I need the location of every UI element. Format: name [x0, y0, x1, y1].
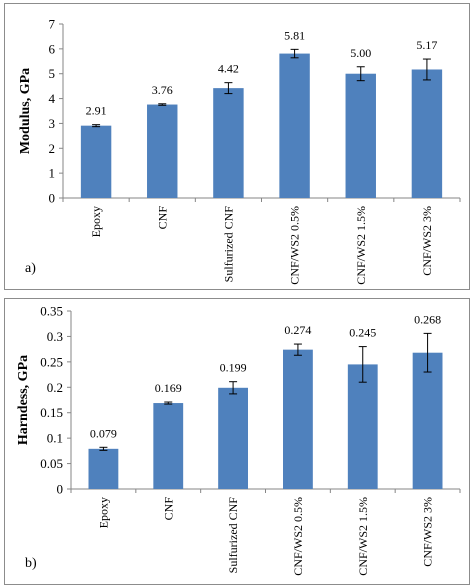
- panel-label: a): [25, 261, 36, 276]
- category-label: Sulfurized CNF: [226, 497, 240, 574]
- category-label: Sulfurized CNF: [221, 206, 235, 283]
- y-tick-label: 0.25: [40, 354, 63, 369]
- data-label: 0.079: [90, 426, 117, 440]
- y-tick-label: 5: [49, 66, 56, 81]
- data-label: 0.268: [414, 312, 441, 326]
- bar: [88, 448, 119, 489]
- y-tick-label: 1: [49, 166, 56, 181]
- data-label: 0.169: [155, 381, 182, 395]
- y-axis-title: Modulus, GPa: [18, 68, 33, 154]
- chart-panel-modulus: 0 1 2 3 4 5 6 7 Modulus, GPa 2.91 Epoxy 3.76 CNF 4.42…: [4, 3, 470, 290]
- y-axis-title: Harndess, GPa: [16, 355, 31, 445]
- y-tick-label: 0.05: [40, 456, 63, 471]
- bar: [279, 53, 310, 198]
- y-tick-label: 0.2: [47, 380, 63, 395]
- bar: [412, 352, 443, 489]
- data-label: 5.17: [416, 38, 437, 52]
- hardness-chart: 0 0.05 0.1 0.15 0.2 0.25 0.3 0.35 Harndess, GPa 0…: [16, 304, 461, 576]
- bar: [147, 104, 178, 198]
- data-label: 0.274: [284, 323, 311, 337]
- data-label: 5.81: [284, 28, 305, 42]
- data-label: 4.42: [218, 62, 239, 76]
- bar: [283, 349, 313, 489]
- y-tick-label: 6: [49, 41, 56, 56]
- data-label: 0.245: [349, 326, 376, 340]
- category-label: CNF/WS2 3%: [421, 497, 435, 567]
- category-label: CNF/WS2 1.5%: [354, 206, 368, 285]
- y-tick-label: 4: [49, 91, 56, 106]
- data-label: 0.199: [220, 361, 247, 375]
- category-label: CNF: [161, 497, 175, 521]
- y-tick-label: 0.15: [40, 405, 63, 420]
- bar: [213, 88, 244, 198]
- y-tick-label: 2: [49, 141, 56, 156]
- category-label: CNF/WS2 0.5%: [291, 497, 305, 576]
- y-tick-label: 7: [49, 17, 56, 32]
- category-label: CNF/WS2 1.5%: [356, 497, 370, 576]
- bar: [347, 364, 378, 489]
- bar: [80, 125, 112, 198]
- category-label: CNF: [155, 206, 169, 230]
- y-tick-label: 3: [49, 116, 56, 131]
- category-label: Epoxy: [89, 206, 103, 237]
- modulus-chart: 0 1 2 3 4 5 6 7 Modulus, GPa 2.91 Epoxy 3.76 CNF 4.42…: [18, 17, 461, 285]
- category-label: CNF/WS2 0.5%: [288, 206, 302, 285]
- data-label: 5.00: [350, 46, 371, 60]
- bar: [153, 403, 184, 489]
- y-tick-label: 0: [49, 191, 56, 206]
- data-label: 3.76: [152, 83, 173, 97]
- bar: [345, 73, 376, 198]
- panel-label: b): [25, 556, 37, 571]
- category-label: Epoxy: [96, 497, 110, 528]
- y-tick-label: 0.1: [47, 431, 63, 446]
- y-tick-label: 0.3: [47, 329, 63, 344]
- category-label: CNF/WS2 3%: [420, 206, 434, 276]
- bar: [411, 69, 443, 198]
- data-label: 2.91: [86, 104, 107, 118]
- chart-panel-hardness: 0 0.05 0.1 0.15 0.2 0.25 0.3 0.35 Harndess, GPa 0…: [4, 298, 470, 585]
- y-tick-label: 0.35: [40, 304, 63, 319]
- bar: [218, 387, 248, 489]
- y-tick-label: 0: [57, 482, 64, 497]
